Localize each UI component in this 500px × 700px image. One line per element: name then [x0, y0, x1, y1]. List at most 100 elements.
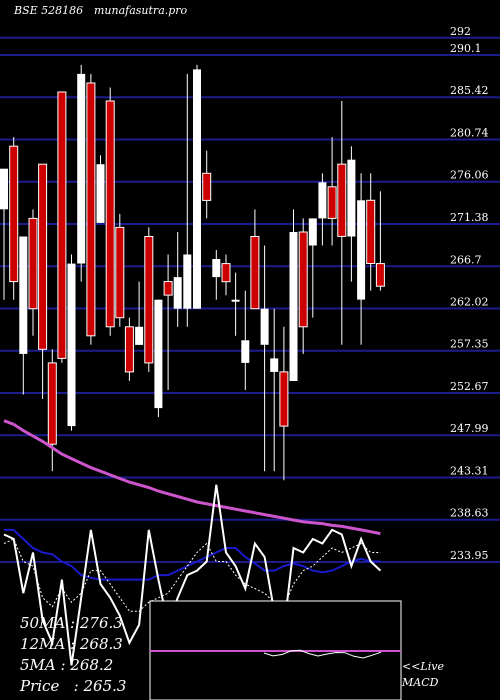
candle-1 — [9, 137, 19, 300]
candle-body-27 — [260, 308, 269, 345]
y-tick-label-0: 292 — [450, 25, 471, 38]
candle-body-16 — [154, 299, 163, 409]
y-tick-label-13: 233.95 — [450, 549, 489, 562]
candle-body-23 — [221, 263, 231, 283]
candle-body-22 — [212, 259, 221, 278]
y-tick-label-8: 257.35 — [450, 338, 489, 351]
candle-body-8 — [77, 73, 86, 264]
candle-35 — [337, 101, 347, 345]
candle-body-6 — [57, 91, 67, 359]
candle-body-34 — [327, 186, 337, 219]
candle-38 — [366, 173, 376, 291]
stat-ma5: 5MA : 268.2 — [20, 656, 114, 674]
oscillator-line — [3, 484, 382, 666]
candle-body-7 — [67, 263, 76, 427]
y-tick-label-1: 290.1 — [450, 42, 482, 55]
candle-33 — [318, 173, 327, 246]
candle-body-1 — [9, 145, 19, 283]
candle-26 — [250, 209, 260, 310]
ma-short-line — [3, 538, 381, 612]
y-tick-label-12: 238.63 — [450, 507, 489, 520]
candle-39 — [375, 191, 385, 291]
ma-mid-line — [4, 528, 381, 581]
candle-5 — [47, 349, 57, 472]
candle-13 — [124, 317, 134, 381]
candle-24 — [231, 272, 240, 336]
candle-body-12 — [115, 226, 125, 319]
candle-15 — [144, 227, 154, 372]
candle-body-36 — [347, 159, 356, 237]
y-axis-labels: 292 290.1 285.42 280.74 276.06 271.38 266.7 262… — [450, 25, 489, 562]
candle-body-11 — [105, 100, 115, 328]
candle-29 — [279, 326, 289, 481]
candle-10 — [96, 155, 105, 223]
candle-body-3 — [28, 217, 38, 310]
candle-body-38 — [366, 199, 376, 265]
candle-12 — [115, 213, 125, 327]
candle-4 — [38, 163, 48, 399]
y-tick-label-6: 266.7 — [450, 253, 482, 266]
candle-27 — [260, 245, 269, 472]
macd-signal-line — [263, 649, 382, 659]
y-tick-label-9: 252.67 — [450, 380, 489, 393]
candle-body-32 — [308, 218, 317, 246]
candle-body-30 — [289, 232, 298, 381]
candle-18 — [173, 232, 182, 327]
candle-body-5 — [47, 362, 57, 445]
candle-body-24 — [231, 299, 240, 302]
candle-body-21 — [202, 172, 212, 201]
macd-panel — [149, 600, 402, 700]
candle-body-35 — [337, 163, 347, 237]
moving-averages — [3, 419, 382, 666]
candle-31 — [298, 218, 308, 354]
candle-body-0 — [0, 168, 8, 210]
candle-body-20 — [193, 69, 201, 309]
candle-34 — [327, 137, 337, 246]
y-tick-label-2: 285.42 — [450, 84, 489, 97]
y-tick-label-5: 271.38 — [450, 211, 489, 224]
macd-label-macd: MACD — [402, 676, 439, 689]
y-tick-label-4: 276.06 — [450, 169, 489, 182]
header-symbol: BSE 528186 — [14, 4, 84, 17]
candle-body-2 — [19, 236, 28, 354]
y-tick-label-11: 243.31 — [450, 465, 489, 478]
candle-body-14 — [135, 326, 144, 345]
candle-body-39 — [375, 263, 385, 287]
candle-body-26 — [250, 236, 260, 310]
candle-body-17 — [163, 281, 173, 296]
candle-32 — [308, 218, 317, 318]
candle-body-9 — [86, 82, 96, 337]
y-tick-label-3: 280.74 — [450, 127, 489, 140]
candle-8 — [77, 64, 86, 282]
header-site: munafasutra.pro — [94, 4, 188, 17]
candle-37 — [357, 173, 366, 345]
candle-7 — [67, 254, 76, 431]
candle-25 — [241, 290, 250, 390]
macd-label-live: <<Live — [402, 660, 444, 673]
candle-body-10 — [96, 164, 105, 223]
candle-30 — [289, 209, 298, 381]
candlesticks — [0, 64, 385, 481]
candle-body-25 — [241, 340, 250, 363]
ma-long-line — [3, 419, 381, 536]
candle-21 — [202, 150, 212, 219]
candle-body-13 — [124, 326, 134, 373]
candle-6 — [57, 91, 67, 363]
candle-body-31 — [298, 231, 308, 328]
candle-body-33 — [318, 182, 327, 219]
y-tick-label-10: 247.99 — [450, 422, 489, 435]
candle-body-37 — [357, 200, 366, 300]
candle-28 — [270, 308, 279, 472]
stat-ma12: 12MA : 268.3 — [20, 635, 123, 653]
candle-17 — [163, 254, 173, 390]
y-tick-label-7: 262.02 — [450, 296, 489, 309]
candle-body-28 — [270, 358, 279, 372]
candle-0 — [0, 168, 8, 300]
candle-22 — [212, 250, 221, 300]
stat-ma50: 50MA : 276.3 — [20, 614, 123, 632]
stat-price: Price : 265.3 — [20, 677, 127, 695]
candle-3 — [28, 209, 38, 336]
candle-19 — [183, 73, 192, 327]
candle-body-4 — [38, 163, 48, 350]
